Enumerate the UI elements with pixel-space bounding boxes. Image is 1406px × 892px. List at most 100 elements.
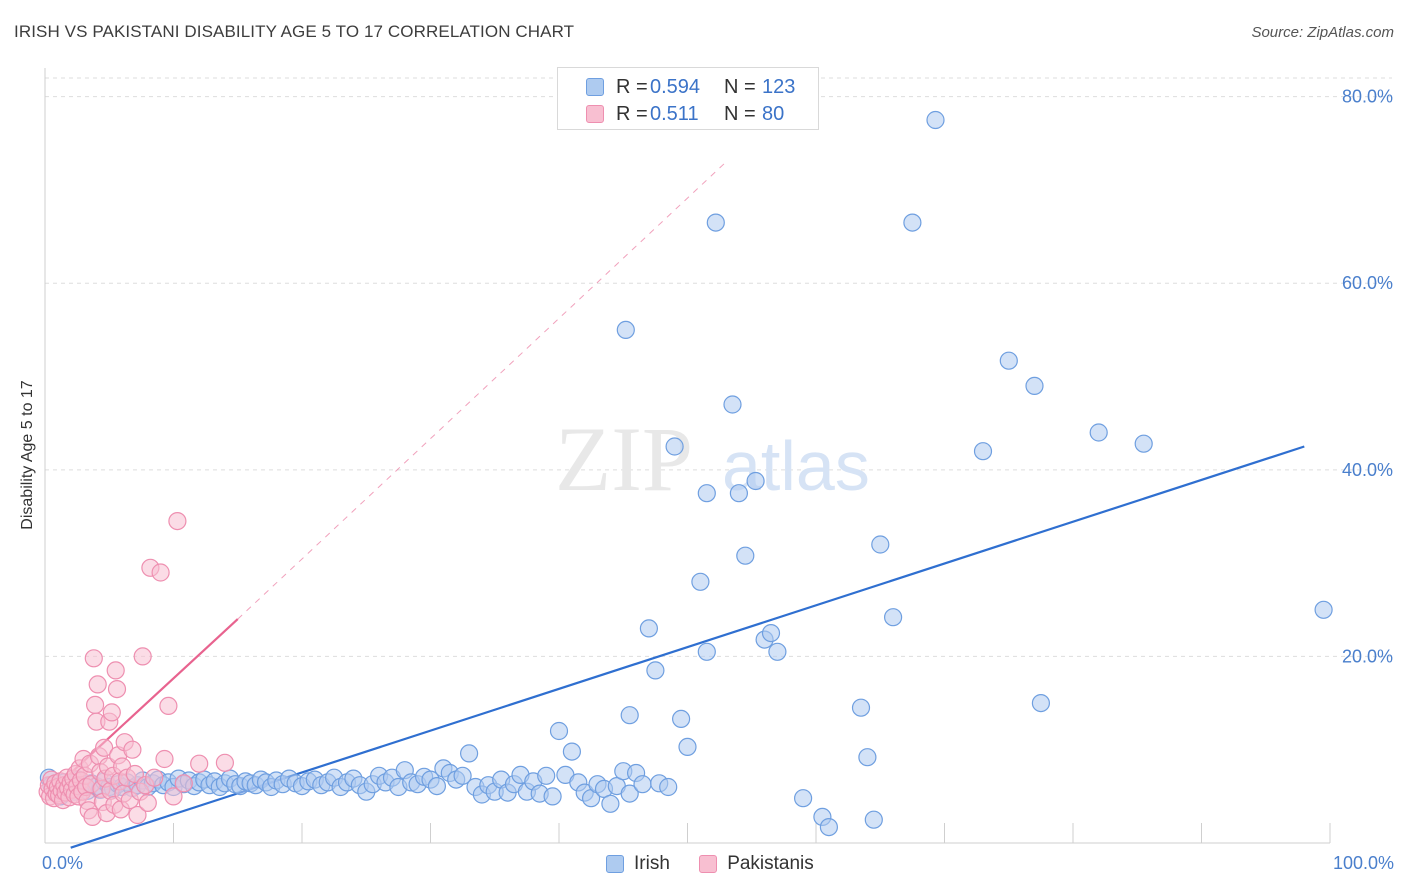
point-irish xyxy=(639,619,659,638)
point-pakistanis xyxy=(164,787,183,806)
point-irish xyxy=(671,709,691,729)
series-legend-irish[interactable]: Irish xyxy=(606,853,670,875)
point-irish xyxy=(453,766,472,785)
correlation-legend: R = 0.594 N = 123 R = 0.511 N = 80 xyxy=(557,67,819,130)
series-legend: Irish Pakistanis xyxy=(606,853,838,877)
point-irish xyxy=(620,706,639,725)
point-irish xyxy=(1025,376,1044,395)
point-pakistanis xyxy=(159,696,178,716)
point-irish xyxy=(1314,600,1333,619)
legend-swatch-pakistanis xyxy=(586,105,604,123)
legend-row-pakistanis: R = 0.511 N = 80 xyxy=(558,99,818,129)
watermark: ZIP atlas xyxy=(555,408,870,510)
point-irish xyxy=(562,742,582,761)
point-pakistanis xyxy=(151,563,170,582)
point-pakistanis xyxy=(107,679,127,699)
point-irish xyxy=(723,395,742,414)
point-irish xyxy=(819,817,839,837)
point-irish xyxy=(665,437,684,456)
point-pakistanis xyxy=(168,511,187,531)
series-swatch-pakistanis xyxy=(699,855,718,873)
y-tick-label: 20.0% xyxy=(1342,646,1393,666)
point-irish xyxy=(864,810,883,829)
point-irish xyxy=(691,572,710,591)
point-irish xyxy=(460,744,479,763)
point-pakistanis xyxy=(123,740,142,759)
grid-lines xyxy=(45,77,1392,657)
point-irish xyxy=(736,546,755,565)
y-tick-label: 80.0% xyxy=(1342,87,1393,107)
point-irish xyxy=(768,642,787,661)
x-tick-label: 0.0% xyxy=(42,853,83,873)
point-irish xyxy=(973,442,993,461)
point-irish xyxy=(858,748,877,767)
point-irish xyxy=(999,351,1018,370)
watermark-zip: ZIP xyxy=(555,408,693,510)
point-irish xyxy=(883,608,903,627)
point-irish xyxy=(1134,434,1153,453)
point-irish xyxy=(729,484,749,503)
series-label-pakistanis: Pakistanis xyxy=(727,853,814,874)
point-pakistanis xyxy=(215,753,234,772)
point-irish xyxy=(706,213,725,232)
point-pakistanis xyxy=(102,703,121,722)
y-tick-label: 40.0% xyxy=(1342,460,1393,480)
tick-labels: 20.0% 40.0% 60.0% 80.0% 0.0% 100.0% xyxy=(42,87,1394,873)
point-pakistanis xyxy=(133,647,152,666)
point-irish xyxy=(697,484,716,503)
point-irish xyxy=(678,737,697,757)
point-pakistanis xyxy=(125,764,144,784)
point-irish xyxy=(793,789,813,808)
point-irish xyxy=(543,787,562,806)
chart-title: IRISH VS PAKISTANI DISABILITY AGE 5 TO 1… xyxy=(14,22,575,41)
data-points xyxy=(38,110,1333,837)
legend-r-value: 0.511 xyxy=(650,103,699,125)
point-irish xyxy=(926,110,945,130)
legend-n-value: 80 xyxy=(762,103,785,125)
point-irish xyxy=(851,698,871,717)
point-irish xyxy=(659,777,678,797)
point-irish xyxy=(1031,693,1051,713)
point-irish xyxy=(761,623,781,643)
legend-r-label: R = xyxy=(616,76,648,98)
point-irish xyxy=(427,776,446,796)
legend-r-label: R = xyxy=(616,103,648,125)
legend-n-value: 123 xyxy=(762,76,796,98)
point-irish xyxy=(746,471,765,491)
point-pakistanis xyxy=(94,738,114,757)
trend-extension-pakistanis xyxy=(237,161,727,620)
point-irish xyxy=(871,535,890,554)
point-irish xyxy=(633,775,652,794)
series-legend-pakistanis[interactable]: Pakistanis xyxy=(699,853,814,875)
point-pakistanis xyxy=(128,805,147,825)
point-pakistanis xyxy=(174,774,193,793)
point-pakistanis xyxy=(155,749,174,769)
point-pakistanis xyxy=(106,661,125,680)
point-pakistanis xyxy=(145,768,164,787)
point-pakistanis xyxy=(190,754,209,773)
point-irish xyxy=(549,721,569,741)
axes xyxy=(44,68,1331,844)
point-irish xyxy=(697,642,716,661)
point-irish xyxy=(537,766,556,785)
point-irish xyxy=(646,661,665,680)
point-irish xyxy=(903,213,922,232)
source-label: Source: ZipAtlas.com xyxy=(1251,24,1394,41)
legend-n-label: N = xyxy=(724,76,756,98)
point-pakistanis xyxy=(138,793,157,813)
y-tick-label: 60.0% xyxy=(1342,273,1393,293)
legend-n-label: N = xyxy=(724,103,756,125)
series-swatch-irish xyxy=(606,855,624,873)
legend-r-value: 0.594 xyxy=(650,76,701,98)
point-irish xyxy=(1089,423,1108,442)
legend-swatch-irish xyxy=(586,78,604,96)
point-irish xyxy=(620,784,639,803)
point-irish xyxy=(616,320,635,339)
x-tick-label: 100.0% xyxy=(1333,853,1394,873)
series-label-irish: Irish xyxy=(634,853,670,874)
legend-row-irish: R = 0.594 N = 123 xyxy=(558,72,818,102)
point-pakistanis xyxy=(85,695,105,715)
point-pakistanis xyxy=(88,675,107,694)
point-irish xyxy=(601,794,620,813)
